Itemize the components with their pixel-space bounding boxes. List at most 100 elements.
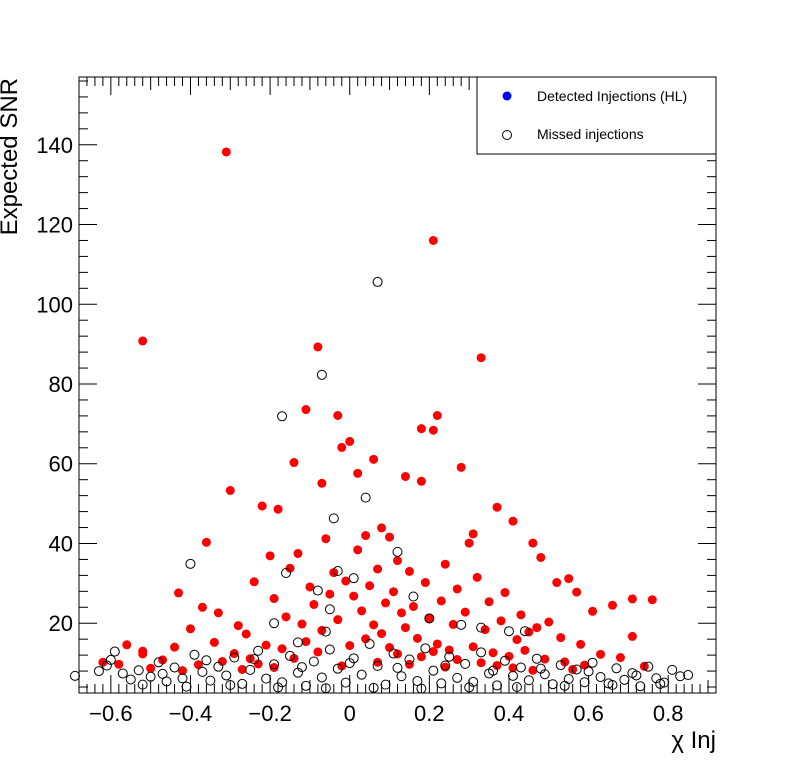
detected-point (647, 595, 657, 605)
missed-point (185, 558, 196, 569)
detected-point (389, 587, 399, 597)
detected-point (138, 336, 148, 346)
missed-point (635, 681, 646, 692)
detected-point (301, 637, 311, 647)
plot-frame (78, 76, 717, 694)
detected-point (528, 665, 538, 675)
missed-point (396, 671, 407, 682)
detected-point (400, 623, 410, 633)
missed-point (368, 682, 379, 693)
missed-point (424, 613, 435, 624)
detected-point (209, 637, 219, 647)
detected-point (277, 644, 287, 654)
detected-point (508, 516, 518, 526)
detected-point (516, 610, 526, 620)
missed-point (519, 626, 530, 637)
detected-point (492, 660, 502, 670)
missed-point (312, 585, 323, 596)
detected-point (416, 652, 426, 662)
detected-point (341, 576, 351, 586)
legend-missed-marker (502, 130, 512, 140)
y-tick-label: 80 (49, 372, 73, 397)
detected-point (560, 657, 570, 667)
missed-point (611, 663, 622, 674)
detected-point (393, 649, 402, 659)
missed-point (205, 675, 216, 686)
missed-point (269, 618, 280, 629)
detected-point (301, 405, 311, 415)
detected-point (607, 600, 617, 610)
missed-point (563, 674, 574, 685)
detected-point (544, 617, 554, 627)
detected-point (361, 531, 371, 541)
missed-point (531, 653, 542, 664)
detected-point (257, 501, 267, 511)
missed-point (273, 682, 284, 693)
detected-point (588, 606, 598, 616)
missed-point (452, 672, 463, 683)
detected-point (146, 663, 156, 673)
missed-point (511, 682, 522, 693)
missed-point (659, 677, 670, 688)
x-axis-minor-ticks (78, 77, 717, 693)
missed-point (300, 680, 311, 691)
missed-point (189, 649, 200, 660)
missed-point (177, 673, 188, 684)
missed-point (70, 670, 81, 681)
detected-point (369, 620, 379, 630)
missed-series (70, 276, 694, 694)
missed-point (372, 276, 383, 287)
detected-point (396, 608, 406, 618)
missed-point (356, 669, 367, 680)
missed-point (404, 654, 415, 665)
detected-point (552, 578, 562, 588)
missed-point (324, 644, 335, 655)
missed-point (392, 662, 403, 673)
detected-point (337, 442, 347, 452)
detected-point (508, 663, 518, 673)
missed-point (237, 678, 248, 689)
missed-point (515, 662, 526, 673)
missed-point (535, 663, 546, 674)
detected-point (381, 598, 391, 608)
detected-point (520, 645, 530, 655)
missed-point (137, 679, 148, 690)
legend-missed-label: Missed injections (537, 126, 644, 142)
x-tick-label: −0.4 (169, 701, 212, 726)
detected-point (217, 657, 227, 667)
detected-point (345, 436, 355, 446)
detected-point (213, 608, 223, 618)
missed-point (667, 664, 678, 675)
detected-point (357, 606, 367, 616)
detected-point (472, 572, 482, 582)
detected-point (317, 478, 327, 488)
detected-point (281, 612, 291, 622)
detected-point (345, 641, 355, 651)
detected-point (241, 629, 251, 639)
missed-point (559, 680, 570, 691)
detected-point (615, 653, 625, 663)
y-tick-label: 20 (49, 611, 73, 636)
missed-point (161, 676, 172, 687)
detected-point (416, 476, 426, 486)
detected-point (225, 485, 235, 495)
missed-point (348, 573, 359, 584)
missed-point (595, 672, 606, 683)
detected-point (576, 639, 586, 649)
detected-point (456, 462, 466, 472)
missed-point (380, 679, 391, 690)
detected-point (170, 642, 180, 652)
detected-point (444, 645, 454, 655)
missed-point (392, 546, 403, 557)
detected-point (385, 532, 395, 542)
y-axis-minor-ticks (79, 80, 716, 688)
detected-point (436, 596, 446, 606)
detected-point (197, 602, 207, 612)
detected-point (229, 649, 239, 659)
detected-point (512, 635, 522, 645)
detected-point (385, 643, 395, 653)
detected-point (627, 594, 637, 604)
missed-point (607, 680, 618, 691)
missed-point (225, 680, 236, 691)
